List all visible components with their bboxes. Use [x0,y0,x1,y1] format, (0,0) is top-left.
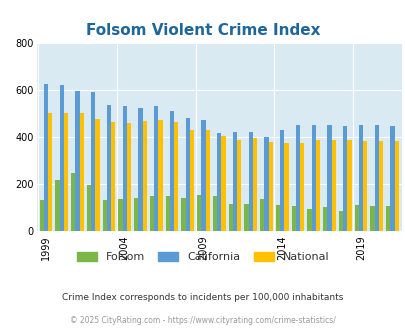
Legend: Folsom, California, National: Folsom, California, National [72,248,333,267]
Bar [75,91,79,231]
Bar [149,196,154,231]
Bar [228,204,232,231]
Bar [244,204,248,231]
Bar [217,133,221,231]
Bar [374,125,378,231]
Bar [102,200,107,231]
Bar [142,121,147,231]
Bar [48,114,52,231]
Bar [111,122,115,231]
Bar [185,118,190,231]
Bar [95,119,99,231]
Bar [338,211,342,231]
Bar [307,209,311,231]
Bar [299,143,304,231]
Bar [284,143,288,231]
Bar [40,200,44,231]
Bar [196,195,201,231]
Bar [212,196,217,231]
Bar [315,140,319,231]
Bar [291,206,295,231]
Bar [87,185,91,231]
Bar [311,125,315,231]
Bar [248,132,252,231]
Bar [232,132,237,231]
Bar [122,106,126,231]
Text: Folsom Violent Crime Index: Folsom Violent Crime Index [85,23,320,38]
Bar [389,126,394,231]
Text: Crime Index corresponds to incidents per 100,000 inhabitants: Crime Index corresponds to incidents per… [62,293,343,302]
Bar [174,122,178,231]
Bar [322,208,326,231]
Bar [342,126,347,231]
Bar [165,196,169,231]
Bar [154,106,158,231]
Bar [369,206,374,231]
Bar [347,141,351,231]
Bar [295,125,299,231]
Bar [252,138,256,231]
Bar [260,199,264,231]
Bar [55,181,60,231]
Bar [237,140,241,231]
Bar [326,125,331,231]
Bar [264,137,268,231]
Bar [394,141,398,231]
Bar [118,199,122,231]
Bar [79,114,84,231]
Bar [275,205,279,231]
Bar [201,120,205,231]
Bar [279,130,284,231]
Bar [107,105,111,231]
Bar [169,111,174,231]
Bar [71,173,75,231]
Text: © 2025 CityRating.com - https://www.cityrating.com/crime-statistics/: © 2025 CityRating.com - https://www.city… [70,316,335,325]
Bar [354,205,358,231]
Bar [331,141,335,231]
Bar [60,85,64,231]
Bar [181,198,185,231]
Bar [126,123,131,231]
Bar [205,130,209,231]
Bar [362,141,367,231]
Bar [190,130,194,231]
Bar [158,120,162,231]
Bar [378,141,382,231]
Bar [221,136,225,231]
Bar [268,142,272,231]
Bar [91,92,95,231]
Bar [138,108,142,231]
Bar [134,198,138,231]
Bar [64,114,68,231]
Bar [385,206,389,231]
Bar [358,125,362,231]
Bar [44,84,48,231]
